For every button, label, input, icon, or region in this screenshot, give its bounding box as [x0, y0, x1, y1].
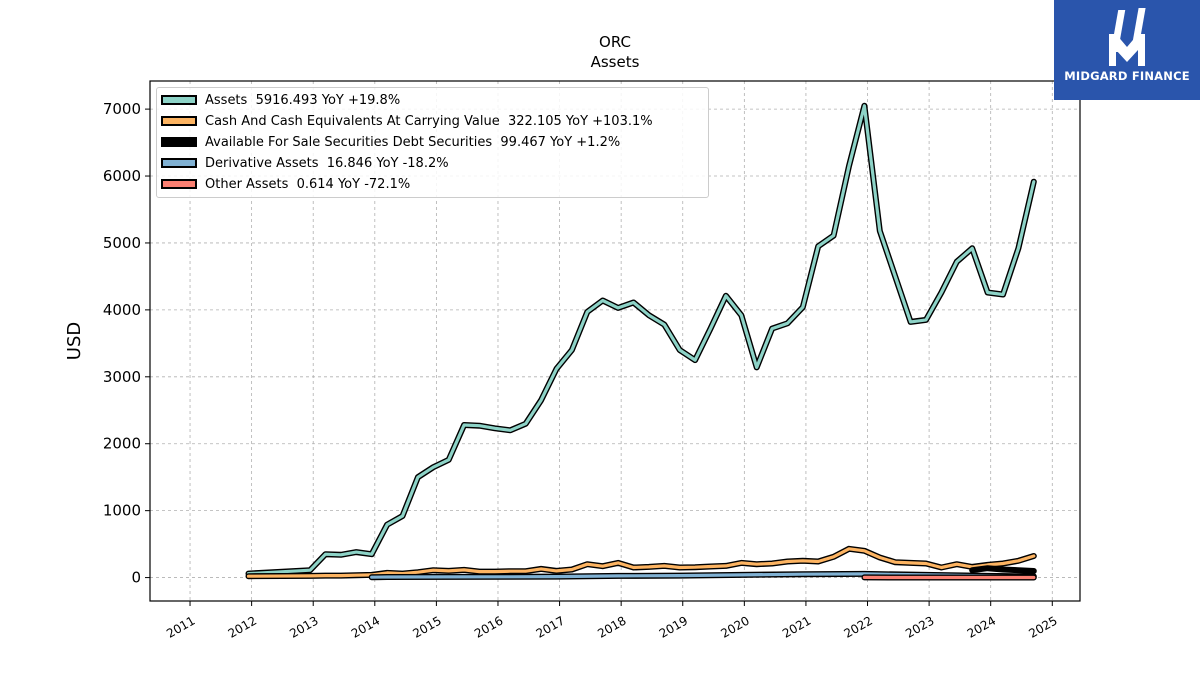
x-tick-label: 2018 — [595, 613, 628, 640]
legend-swatch-assets — [161, 95, 197, 105]
chart-subtitle: Assets — [591, 53, 640, 71]
grid — [150, 81, 1080, 601]
plot-frame — [149, 80, 1081, 602]
series-layer — [245, 102, 1037, 581]
y-axis-label: USD — [64, 322, 85, 360]
y-tick-label: 4000 — [103, 301, 141, 319]
series-cash-and-cash-equivalents-at-carrying-value-line — [246, 547, 1036, 578]
y-tick-label: 0 — [131, 569, 141, 587]
legend-item-derivative-assets: Derivative Assets 16.846 YoY -18.2% — [161, 155, 449, 171]
legend-label-afs-securities: Available For Sale Securities Debt Secur… — [205, 134, 621, 150]
x-tick-label: 2013 — [287, 613, 320, 640]
x-tick-label: 2012 — [226, 613, 259, 640]
x-tick-label: 2024 — [965, 613, 998, 640]
x-tick-label: 2019 — [657, 613, 690, 640]
series-available-for-sale-securities-debt-securities-line — [970, 566, 1036, 573]
series-assets-line — [246, 104, 1036, 576]
legend-swatch-cash — [161, 116, 197, 126]
legend-item-cash: Cash And Cash Equivalents At Carrying Va… — [161, 113, 653, 129]
legend-label-cash: Cash And Cash Equivalents At Carrying Va… — [205, 113, 653, 129]
y-tick-label: 2000 — [103, 435, 141, 453]
legend-label-other-assets: Other Assets 0.614 YoY -72.1% — [205, 176, 411, 192]
x-tick-label: 2025 — [1026, 613, 1059, 640]
legend-item-other-assets: Other Assets 0.614 YoY -72.1% — [161, 176, 411, 192]
chart-title: ORC — [599, 33, 631, 51]
x-tick-label: 2017 — [534, 613, 567, 640]
legend-swatch-derivative-assets — [161, 158, 197, 168]
legend-item-afs-securities: Available For Sale Securities Debt Secur… — [161, 134, 621, 150]
x-tick-label: 2021 — [780, 613, 813, 640]
x-tick-label: 2020 — [718, 613, 751, 640]
x-tick-label: 2014 — [349, 613, 382, 640]
y-tick-label: 7000 — [103, 100, 141, 118]
y-tick-label: 1000 — [103, 502, 141, 520]
brand-logo: MIDGARD FINANCE — [1054, 0, 1200, 100]
y-tick-label: 5000 — [103, 234, 141, 252]
x-tick-label: 2015 — [410, 613, 443, 640]
y-tick-label: 3000 — [103, 368, 141, 386]
x-tick-label: 2016 — [472, 613, 505, 640]
y-tick-label: 6000 — [103, 167, 141, 185]
x-tick-label: 2022 — [842, 613, 875, 640]
logo-mark-icon — [1109, 8, 1146, 66]
legend: Assets 5916.493 YoY +19.8% Cash And Cash… — [156, 87, 709, 198]
logo-text: MIDGARD FINANCE — [1064, 69, 1190, 83]
legend-label-assets: Assets 5916.493 YoY +19.8% — [205, 92, 401, 108]
legend-label-derivative-assets: Derivative Assets 16.846 YoY -18.2% — [205, 155, 449, 171]
x-tick-label: 2023 — [903, 613, 936, 640]
x-tick-label: 2011 — [164, 613, 197, 640]
legend-item-assets: Assets 5916.493 YoY +19.8% — [161, 92, 401, 108]
legend-swatch-other-assets — [161, 179, 197, 189]
legend-swatch-afs-securities — [161, 137, 197, 147]
